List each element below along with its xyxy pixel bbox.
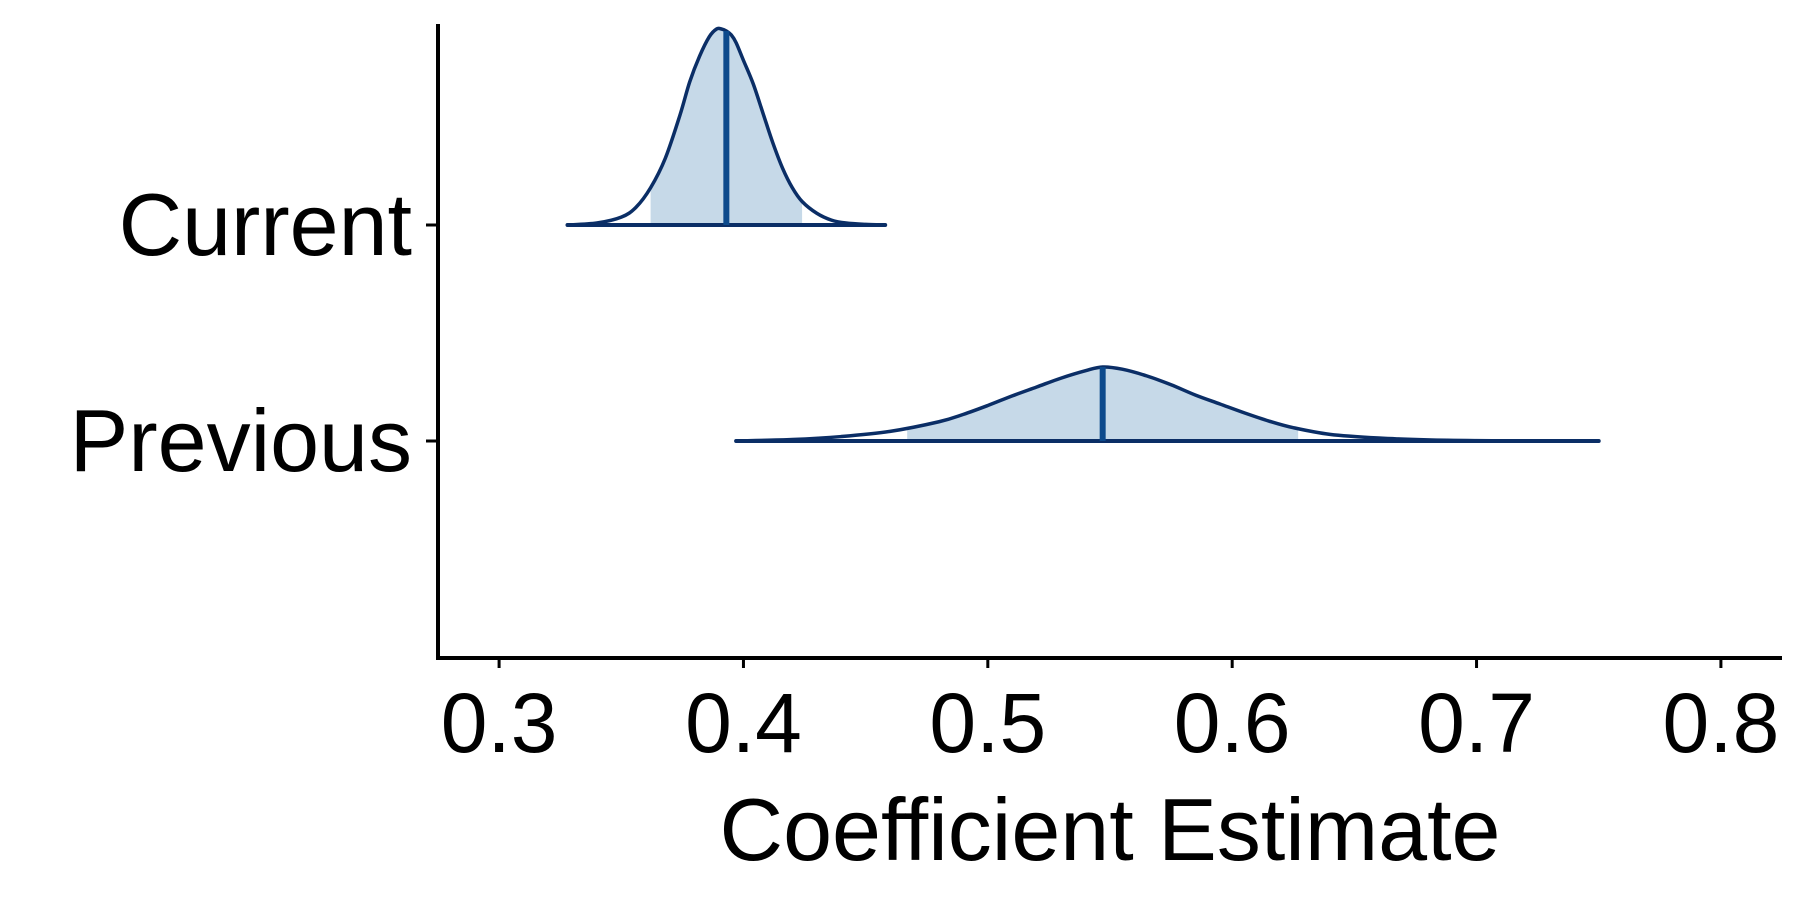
x-tick-label-0-5: 0.5 xyxy=(929,676,1046,770)
x-tick-label-0-8: 0.8 xyxy=(1663,676,1780,770)
y-tick-label-previous: Previous xyxy=(70,391,412,490)
x-axis-ticks: 0.3 0.4 0.5 0.6 0.7 0.8 xyxy=(441,658,1780,770)
density-current xyxy=(565,26,888,227)
x-tick-label-0-3: 0.3 xyxy=(441,676,558,770)
density-series-layer xyxy=(565,26,1601,443)
y-axis-ticks: Current Previous xyxy=(70,175,438,490)
density-previous xyxy=(734,365,1601,443)
x-tick-label-0-6: 0.6 xyxy=(1174,676,1291,770)
density-curve-current xyxy=(565,26,887,227)
x-tick-label-0-4: 0.4 xyxy=(685,676,802,770)
y-tick-label-current: Current xyxy=(119,175,412,274)
x-tick-label-0-7: 0.7 xyxy=(1418,676,1535,770)
axes xyxy=(436,24,1782,660)
x-axis-title: Coefficient Estimate xyxy=(720,780,1501,879)
density-curve-previous xyxy=(734,365,1601,443)
